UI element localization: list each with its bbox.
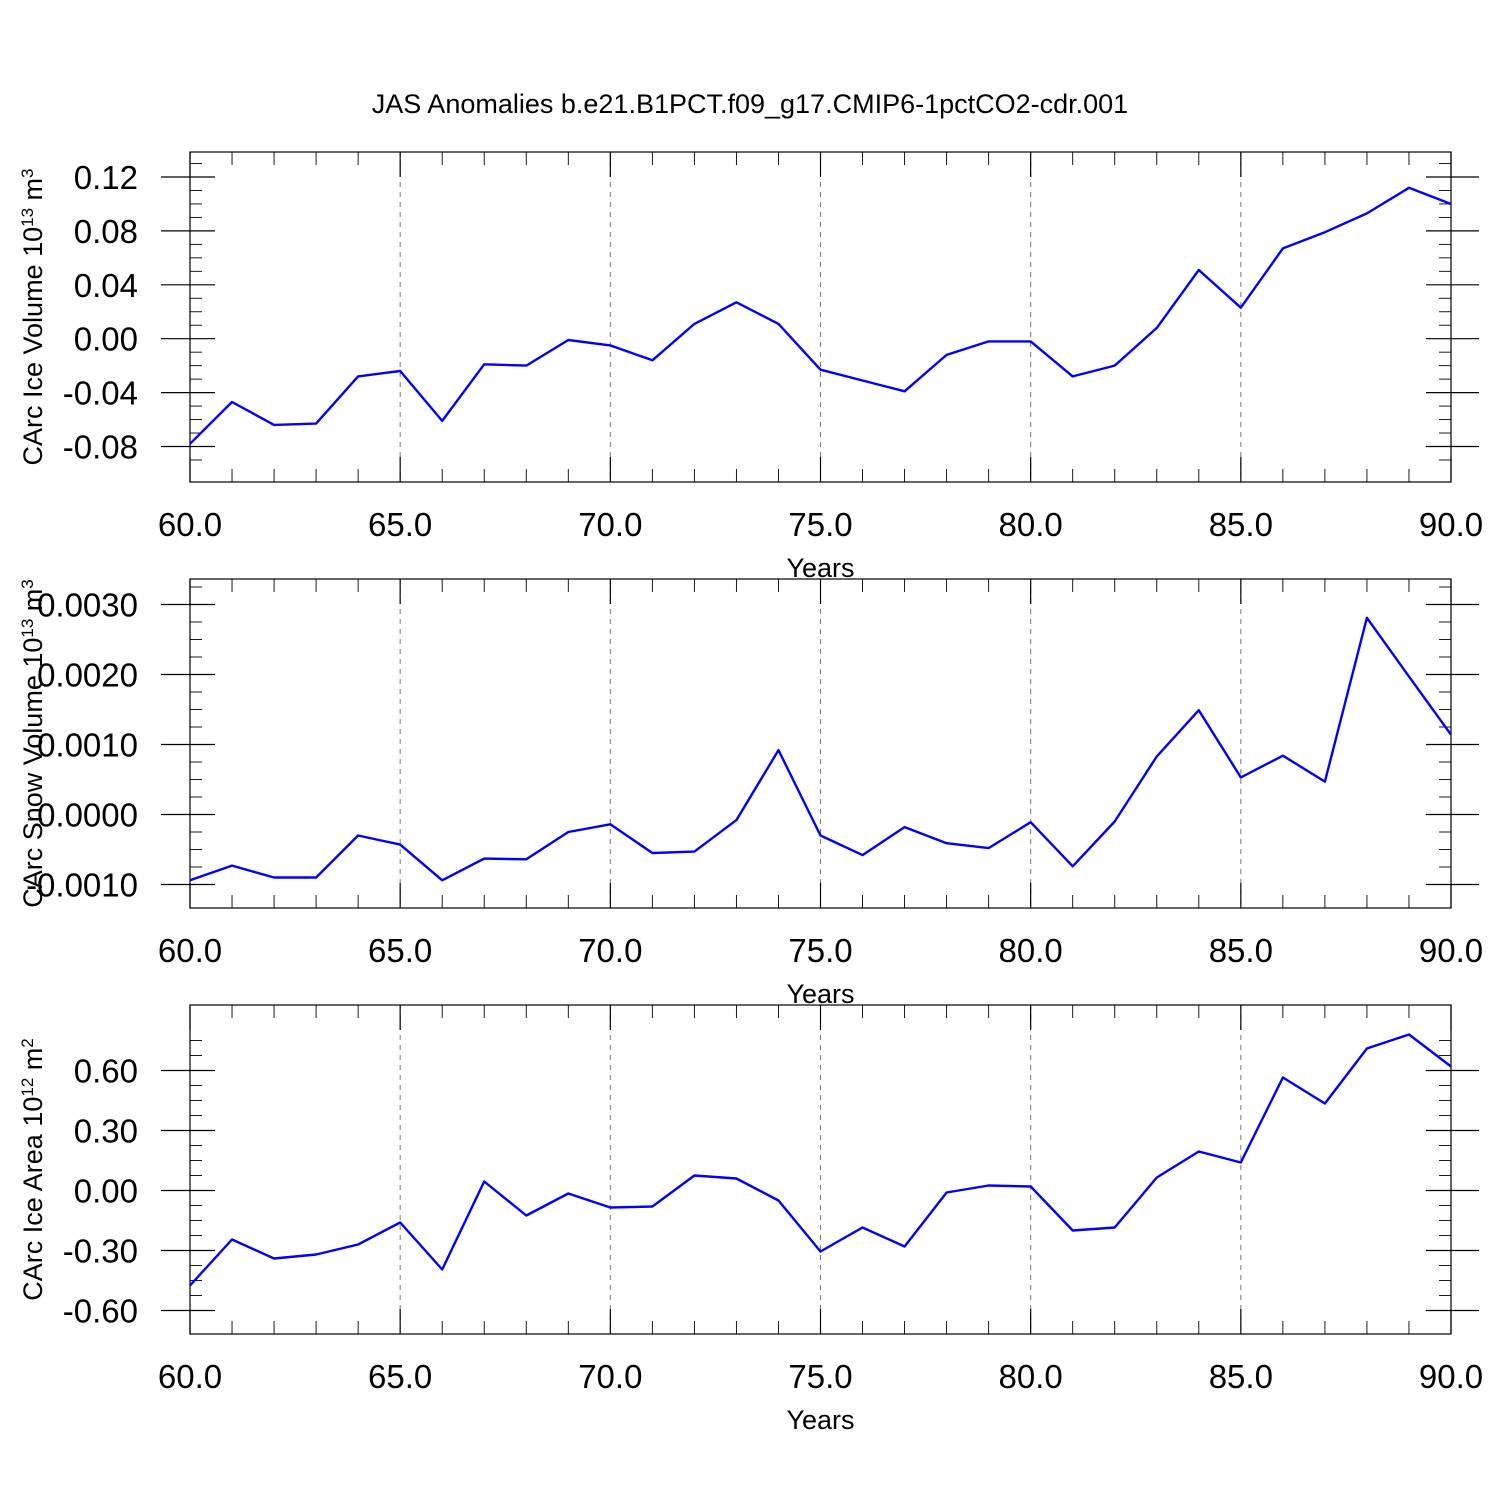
- x-tick-label: 90.0: [1419, 932, 1483, 969]
- x-tick-label: 85.0: [1209, 932, 1273, 969]
- x-tick-label: 75.0: [788, 506, 852, 543]
- x-tick-label: 75.0: [788, 1358, 852, 1395]
- y-tick-label: -0.08: [63, 429, 138, 466]
- x-tick-label: 80.0: [999, 506, 1063, 543]
- series-line: [189, 186, 1452, 445]
- y-tick-label: 0.30: [74, 1113, 138, 1150]
- x-tick-label: 85.0: [1209, 1358, 1273, 1395]
- x-axis-label: Years: [786, 553, 854, 583]
- chart-title: JAS Anomalies b.e21.B1PCT.f09_g17.CMIP6-…: [372, 89, 1128, 119]
- y-axis-label-superscript: 3: [18, 168, 37, 177]
- x-tick-label: 60.0: [158, 1358, 222, 1395]
- y-tick-label: 0.08: [74, 213, 138, 250]
- y-tick-label: -0.30: [63, 1233, 138, 1270]
- y-axis-label-superscript: 13: [18, 619, 37, 638]
- y-axis-label-text: CArc Ice Volume 10: [18, 227, 48, 466]
- x-axis-label: Years: [786, 1405, 854, 1435]
- y-axis-label-superscript: 2: [18, 1038, 37, 1047]
- y-tick-label: 0.0020: [37, 657, 138, 694]
- y-axis-label-text: m: [18, 178, 48, 208]
- x-tick-label: 90.0: [1419, 506, 1483, 543]
- y-tick-label: 0.0010: [37, 727, 138, 764]
- y-axis-label-text: m: [18, 589, 48, 619]
- y-tick-label: 0.60: [74, 1053, 138, 1090]
- y-tick-label: 0.12: [74, 159, 138, 196]
- y-axis-label-text: CArc Ice Area 10: [18, 1097, 48, 1301]
- y-tick-label: 0.00: [74, 1173, 138, 1210]
- y-axis-label: CArc Snow Volume 1013 m3: [18, 579, 49, 908]
- y-axis-label: CArc Ice Volume 1013 m3: [18, 168, 49, 465]
- x-tick-label: 65.0: [368, 1358, 432, 1395]
- y-axis-label-superscript: 13: [18, 208, 37, 227]
- x-tick-label: 80.0: [999, 1358, 1063, 1395]
- y-tick-label: 0.0030: [37, 587, 138, 624]
- series-line: [189, 1033, 1452, 1287]
- x-tick-label: 70.0: [578, 932, 642, 969]
- y-tick-label: -0.0010: [26, 867, 138, 904]
- x-tick-label: 65.0: [368, 932, 432, 969]
- y-tick-label: -0.60: [63, 1293, 138, 1330]
- x-tick-label: 80.0: [999, 932, 1063, 969]
- y-tick-label: -0.04: [63, 375, 138, 412]
- x-tick-label: 60.0: [158, 506, 222, 543]
- x-tick-label: 85.0: [1209, 506, 1273, 543]
- x-axis-label: Years: [786, 979, 854, 1009]
- series-line: [189, 616, 1452, 882]
- y-axis-label-superscript: 12: [18, 1078, 37, 1097]
- x-tick-label: 70.0: [578, 506, 642, 543]
- x-tick-label: 65.0: [368, 506, 432, 543]
- x-tick-label: 60.0: [158, 932, 222, 969]
- x-tick-label: 70.0: [578, 1358, 642, 1395]
- y-axis-label-superscript: 3: [18, 579, 37, 588]
- y-tick-label: 0.04: [74, 267, 138, 304]
- panel-2: 60.0 65.0 70.0 75.0 80.0 85.0 90.0 Years -0.0010…: [18, 578, 1483, 1009]
- y-axis-label-text: CArc Snow Volume 10: [18, 638, 48, 908]
- panel-1: 60.0 65.0 70.0 75.0 80.0 85.0 90.0 Years -0.08 -0…: [18, 151, 1483, 583]
- y-tick-label: 0.0000: [37, 797, 138, 834]
- y-axis-label-text: m: [18, 1048, 48, 1078]
- y-tick-label: 0.00: [74, 321, 138, 358]
- x-tick-label: 75.0: [788, 932, 852, 969]
- panel-3: 60.0 65.0 70.0 75.0 80.0 85.0 90.0 Years -0.60 -0…: [18, 1004, 1483, 1435]
- x-tick-label: 90.0: [1419, 1358, 1483, 1395]
- y-axis-label: CArc Ice Area 1012 m2: [18, 1038, 49, 1301]
